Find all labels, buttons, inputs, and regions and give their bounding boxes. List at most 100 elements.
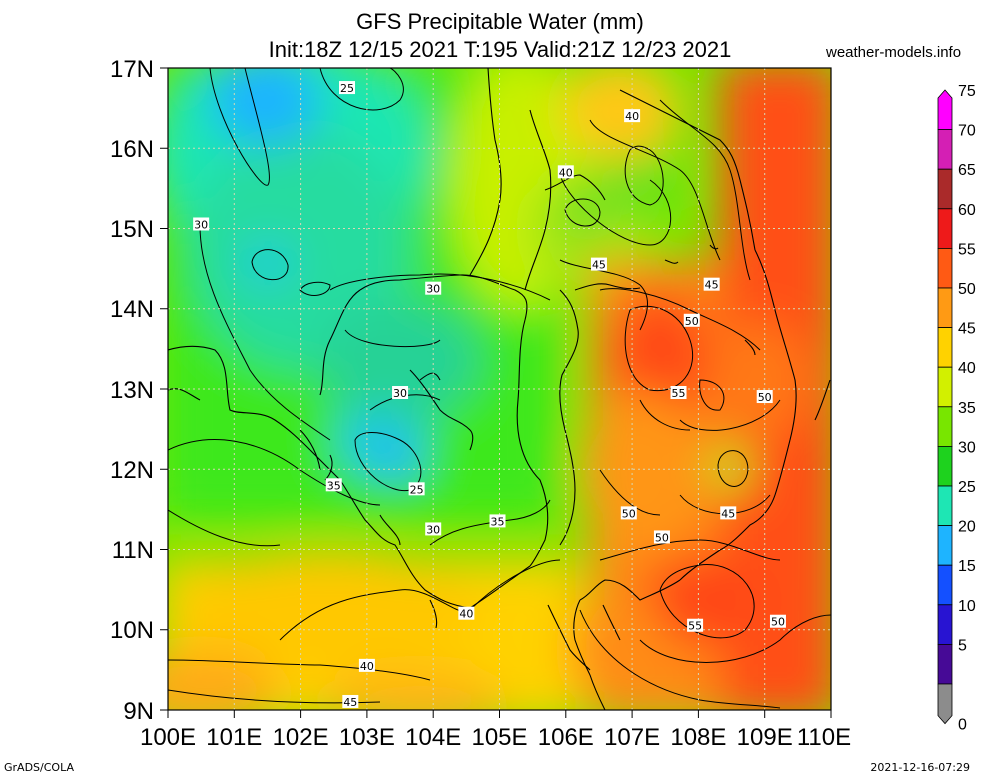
svg-text:50: 50 [655,531,669,544]
colorbar-swatch [937,644,953,685]
colorbar-label: 0 [958,717,967,734]
svg-text:40: 40 [559,166,573,179]
contour-label: 25 [408,482,425,496]
svg-text:35: 35 [327,479,341,492]
contour-label: 45 [703,277,720,292]
precipitable-water-field: 25 40 40 30 45 45 30 50 30 55 50 35 25 45 50 35 30 50 40 55… [168,68,831,710]
svg-text:55: 55 [688,620,702,633]
colorbar-swatch [937,604,953,645]
contour-label: 50 [620,506,637,520]
lon-label: 108E [670,724,726,751]
lon-label: 106E [538,724,594,751]
lat-label: 13N [110,377,154,404]
coastlines-borders [168,68,831,710]
colorbar-swatch [937,327,953,368]
lon-label: 105E [471,724,527,751]
lon-label: 107E [604,724,660,751]
colorbar-swatch [937,208,953,249]
lon-label: 101E [206,724,262,751]
svg-text:30: 30 [393,387,407,400]
contour-label: 30 [425,522,442,536]
colorbar-label: 75 [958,83,976,100]
colorbar-label: 20 [958,519,976,536]
contour-label: 30 [193,217,210,231]
svg-text:25: 25 [410,483,424,496]
svg-text:25: 25 [340,82,354,95]
svg-text:35: 35 [491,515,505,528]
lat-label: 16N [110,136,154,163]
svg-text:45: 45 [592,259,606,272]
colorbar-swatch [937,406,953,447]
colorbar-label: 5 [958,637,967,654]
contour-label: 45 [590,257,607,272]
contour-label: 50 [653,530,670,544]
colorbar-label: 70 [958,123,976,140]
svg-text:30: 30 [426,523,440,536]
lon-label: 100E [140,724,196,751]
colorbar-label: 45 [958,321,976,338]
lat-label: 14N [110,296,154,323]
colorbar-label: 25 [958,479,976,496]
svg-text:40: 40 [625,110,639,123]
contour-label: 40 [458,606,475,621]
colorbar-label: 30 [958,439,976,456]
contour-label: 30 [392,386,409,400]
latitude-axis: 17N 16N 15N 14N 13N 12N 11N 10N 9N [110,56,168,725]
colorbar-swatch [937,287,953,328]
lon-label: 110E [797,724,851,751]
contour-label: 40 [624,109,641,123]
contour-label: 50 [769,614,786,629]
lat-label: 12N [110,457,154,484]
contour-label: 40 [557,165,574,179]
lat-label: 15N [110,216,154,243]
lon-label: 109E [737,724,793,751]
contour-label: 50 [756,390,773,404]
contour-label: 55 [687,618,704,633]
contour-label: 25 [339,81,356,95]
footer-software: GrADS/COLA [4,761,74,774]
colorbar-swatch [937,683,953,725]
lon-label: 103E [339,724,395,751]
lat-label: 17N [110,56,154,83]
contour-label: 45 [342,694,359,709]
lat-label: 11N [112,537,154,564]
contour-label: 50 [683,313,700,328]
colorbar-label: 50 [958,281,976,298]
contour-label: 30 [425,281,442,296]
footer-timestamp: 2021-12-16-07:29 [870,761,970,774]
contour-label: 40 [358,658,375,673]
colorbar-swatch [937,89,953,131]
colorbar-swatch [937,168,953,210]
svg-text:50: 50 [622,507,636,520]
colorbar-swatch [937,366,953,408]
colorbar-swatch [937,525,953,566]
lon-label: 102E [273,724,329,751]
colorbar-label: 15 [958,558,976,575]
source-credit: weather-models.info [826,44,962,61]
contour-label: 55 [670,386,687,400]
svg-text:45: 45 [721,507,735,520]
lon-label: 104E [405,724,461,751]
svg-text:50: 50 [758,391,772,404]
contour-label: 35 [325,478,342,492]
colorbar-label: 35 [958,400,976,417]
map-title: GFS Precipitable Water (mm) [356,9,644,34]
svg-text:40: 40 [360,660,374,673]
lat-label: 10N [110,617,154,644]
svg-text:50: 50 [685,315,699,328]
colorbar-label: 40 [958,360,976,377]
colorbar-swatch [937,247,953,289]
svg-text:50: 50 [771,616,785,629]
colorbar-label: 10 [958,598,976,615]
contour-label: 35 [489,514,506,528]
colorbar-swatch [937,485,953,526]
svg-text:45: 45 [343,696,357,709]
svg-text:45: 45 [705,279,719,292]
colorbar-label: 55 [958,241,976,258]
colorbar-swatch [937,564,953,606]
colorbar-swatch [937,129,953,170]
contour-label: 45 [720,506,737,520]
lat-label: 9N [123,698,154,725]
